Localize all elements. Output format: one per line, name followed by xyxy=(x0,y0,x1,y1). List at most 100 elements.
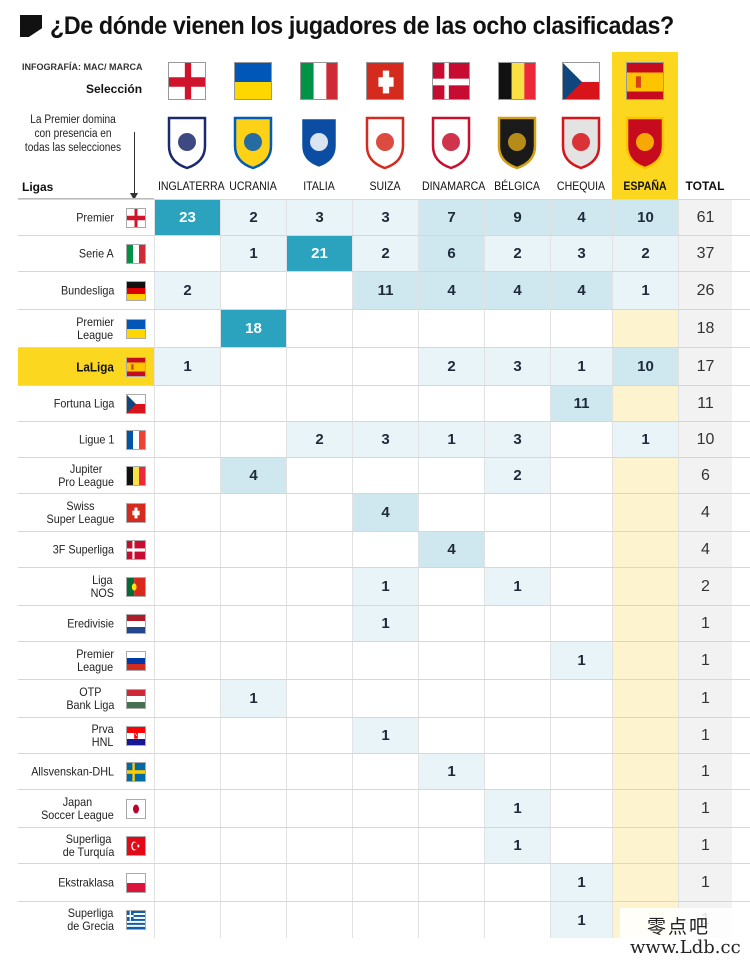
value-cell: 1 xyxy=(352,718,418,753)
value-cell xyxy=(612,310,678,347)
value-cell xyxy=(154,494,220,531)
value-cell: 1 xyxy=(220,680,286,717)
hungary-flag-icon xyxy=(126,688,146,709)
value-cell: 11 xyxy=(352,272,418,309)
england-flag-icon xyxy=(126,207,146,228)
switzerland-flag-icon xyxy=(366,62,404,100)
value-cell: 1 xyxy=(612,422,678,457)
value-cell xyxy=(550,790,612,827)
table-row: Premier League 1 1 xyxy=(18,641,750,679)
league-cell: Premier League xyxy=(18,642,154,679)
value-cell xyxy=(154,532,220,567)
value-cell xyxy=(154,864,220,901)
value-cell xyxy=(286,532,352,567)
table-row: Eredivisie 1 1 xyxy=(18,605,750,641)
value-cell xyxy=(286,606,352,641)
total-column-header: TOTAL xyxy=(678,52,732,200)
value-cell: 2 xyxy=(220,200,286,235)
value-cell xyxy=(220,606,286,641)
league-cell: Swiss Super League xyxy=(18,494,154,531)
value-cell: 1 xyxy=(550,642,612,679)
value-cell xyxy=(286,718,352,753)
value-cell: 1 xyxy=(220,236,286,271)
value-cell xyxy=(220,828,286,863)
league-cell: Ligue 1 xyxy=(18,422,154,457)
total-cell: 10 xyxy=(678,422,732,457)
ukraine-flag-icon xyxy=(126,318,146,339)
league-cell: Ekstraklasa xyxy=(18,864,154,901)
value-cell xyxy=(286,310,352,347)
value-cell xyxy=(484,386,550,421)
league-cell: Japan Soccer League xyxy=(18,790,154,827)
value-cell xyxy=(418,310,484,347)
value-cell: 23 xyxy=(154,200,220,235)
denmark-crest-icon xyxy=(430,114,472,170)
table-row: Premier 23 2 3 3 7 9 4 10 61 xyxy=(18,199,750,235)
value-cell: 3 xyxy=(352,200,418,235)
total-cell: 37 xyxy=(678,236,732,271)
table-row: LaLiga 1 2 3 1 10 17 xyxy=(18,347,750,385)
value-cell xyxy=(220,902,286,938)
switzerland-crest-icon xyxy=(364,114,406,170)
table-row: OTP Bank Liga 1 1 xyxy=(18,679,750,717)
value-cell: 2 xyxy=(418,348,484,385)
netherlands-flag-icon xyxy=(126,613,146,634)
league-cell: Serie A xyxy=(18,236,154,271)
league-cell: Premier xyxy=(18,200,154,235)
table-row: Jupiter Pro League 4 2 6 xyxy=(18,457,750,493)
league-cell: Liga NOS xyxy=(18,568,154,605)
value-cell: 10 xyxy=(612,200,678,235)
value-cell: 4 xyxy=(484,272,550,309)
england-flag-icon xyxy=(168,62,206,100)
belgium-flag-icon xyxy=(126,465,146,486)
value-cell: 3 xyxy=(286,200,352,235)
team-name: BÉLGICA xyxy=(494,179,540,193)
league-name: Ekstraklasa xyxy=(58,875,114,889)
league-cell: LaLiga xyxy=(18,348,154,385)
total-cell: 61 xyxy=(678,200,732,235)
value-cell xyxy=(286,828,352,863)
value-cell xyxy=(550,754,612,789)
value-cell xyxy=(418,494,484,531)
team-name: CHEQUIA xyxy=(556,179,606,193)
league-name: Serie A xyxy=(79,246,114,260)
league-cell: Superliga de Turquía xyxy=(18,828,154,863)
value-cell: 4 xyxy=(418,272,484,309)
value-cell xyxy=(154,718,220,753)
value-cell xyxy=(220,568,286,605)
league-name: Prva HNL xyxy=(91,721,114,749)
germany-flag-icon xyxy=(126,280,146,301)
value-cell: 1 xyxy=(418,754,484,789)
value-cell xyxy=(418,864,484,901)
value-cell xyxy=(612,568,678,605)
team-column-spain: ESPAÑA xyxy=(612,52,678,200)
value-cell xyxy=(352,386,418,421)
value-cell xyxy=(484,642,550,679)
total-cell: 1 xyxy=(678,864,732,901)
team-name: ESPAÑA xyxy=(623,179,667,193)
team-name: SUIZA xyxy=(369,179,401,193)
league-name: Fortuna Liga xyxy=(53,396,114,410)
italy-flag-icon xyxy=(126,243,146,264)
value-cell xyxy=(154,606,220,641)
down-arrow-icon xyxy=(130,132,138,200)
value-cell xyxy=(286,864,352,901)
france-flag-icon xyxy=(126,429,146,450)
table-row: Prva HNL 1 1 xyxy=(18,717,750,753)
value-cell xyxy=(612,532,678,567)
total-cell: 4 xyxy=(678,532,732,567)
value-cell xyxy=(550,718,612,753)
value-cell: 1 xyxy=(352,568,418,605)
value-cell xyxy=(352,790,418,827)
league-cell: Jupiter Pro League xyxy=(18,458,154,493)
team-name: UCRANIA xyxy=(229,179,277,193)
value-cell: 4 xyxy=(418,532,484,567)
italy-crest-icon xyxy=(298,114,340,170)
value-cell xyxy=(612,494,678,531)
value-cell xyxy=(352,754,418,789)
league-name: Superliga de Grecia xyxy=(67,906,114,933)
value-cell: 1 xyxy=(612,272,678,309)
value-cell xyxy=(220,422,286,457)
value-cell xyxy=(612,386,678,421)
value-cell: 1 xyxy=(550,348,612,385)
